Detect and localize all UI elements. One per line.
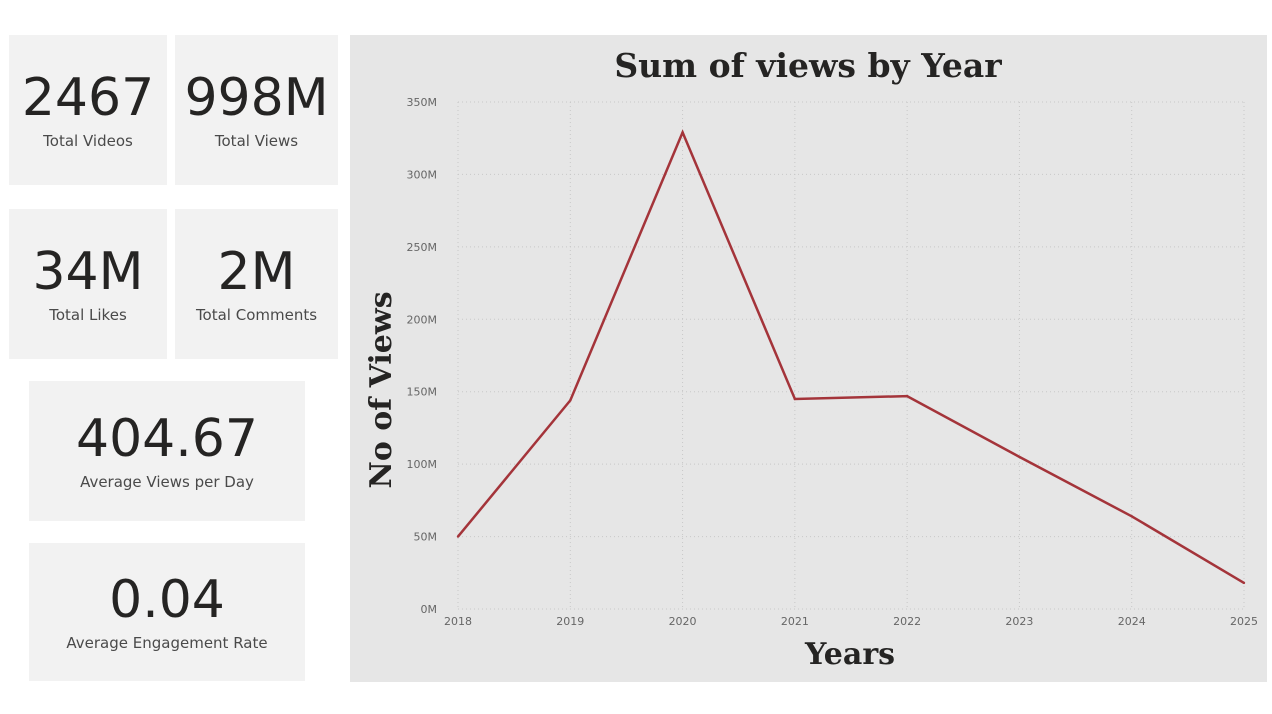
data-point [905, 394, 909, 398]
x-tick-label: 2025 [1230, 615, 1258, 628]
x-tick-label: 2023 [1005, 615, 1033, 628]
x-tick-label: 2020 [669, 615, 697, 628]
y-tick-label: 150M [407, 386, 438, 399]
kpi-value: 34M [32, 242, 144, 302]
y-tick-label: 50M [414, 531, 438, 544]
y-axis-label: No of Views [364, 291, 399, 488]
chart-title: Sum of views by Year [614, 46, 1002, 85]
kpi-value: 998M [184, 68, 329, 128]
x-tick-label: 2019 [556, 615, 584, 628]
kpi-label: Total Views [214, 132, 299, 150]
kpi-value: 2M [217, 242, 296, 302]
line-chart-panel: Sum of views by Year 0M 50M 100M 150M 200M 25… [350, 35, 1267, 682]
x-tick-label: 2018 [444, 615, 472, 628]
y-axis-ticks: 0M 50M 100M 150M 200M 250M 300M 350M [407, 96, 438, 616]
line-chart: Sum of views by Year 0M 50M 100M 150M 200M 25… [364, 46, 1258, 672]
kpi-label: Total Likes [49, 306, 127, 324]
x-tick-label: 2021 [781, 615, 809, 628]
kpi-value: 404.67 [76, 409, 258, 469]
kpi-label: Average Views per Day [80, 473, 254, 491]
y-tick-label: 300M [407, 168, 438, 181]
grid-layer [457, 101, 1245, 610]
series-layer [456, 129, 1246, 585]
kpi-label: Average Engagement Rate [66, 634, 268, 652]
data-point [1242, 581, 1246, 585]
kpi-card-total-likes: 34M Total Likes [9, 209, 167, 359]
kpi-label: Total Videos [43, 132, 133, 150]
y-tick-label: 200M [407, 313, 438, 326]
kpi-card-total-videos: 2467 Total Videos [9, 35, 167, 185]
data-point [793, 397, 797, 401]
y-tick-label: 100M [407, 458, 438, 471]
x-axis-ticks: 2018 2019 2020 2021 2022 2023 2024 2025 [444, 615, 1258, 628]
kpi-value: 0.04 [109, 570, 225, 630]
data-point [681, 131, 684, 134]
y-tick-label: 350M [407, 96, 438, 109]
kpi-card-total-views: 998M Total Views [175, 35, 338, 185]
y-tick-label: 250M [407, 241, 438, 254]
series-line [457, 129, 1245, 584]
data-point [1018, 455, 1021, 459]
x-axis-label: Years [804, 637, 895, 672]
data-point [569, 399, 572, 402]
y-tick-label: 0M [421, 603, 438, 616]
kpi-card-average-views-per-day: 404.67 Average Views per Day [29, 381, 305, 521]
x-tick-label: 2024 [1118, 615, 1146, 628]
data-point [456, 535, 460, 538]
x-tick-label: 2022 [893, 615, 921, 628]
kpi-value: 2467 [21, 68, 155, 128]
data-point [1130, 515, 1133, 518]
kpi-card-total-comments: 2M Total Comments [175, 209, 338, 359]
kpi-card-average-engagement-rate: 0.04 Average Engagement Rate [29, 543, 305, 681]
kpi-label: Total Comments [195, 306, 318, 324]
